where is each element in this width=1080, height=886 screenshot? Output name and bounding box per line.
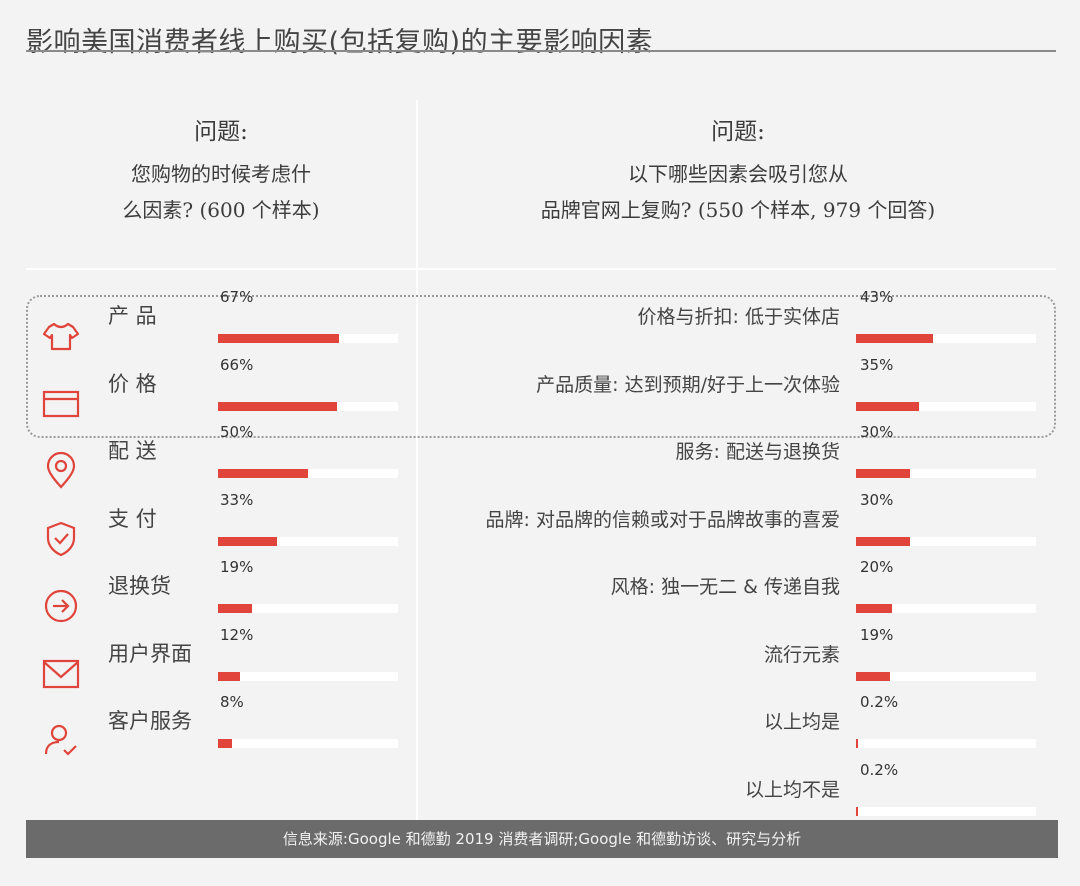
left-question: 问题: 您购物的时候考虑什 么因素? (600 个样本) xyxy=(26,112,416,228)
left-data-label: 67% xyxy=(220,288,254,306)
envelope-icon xyxy=(40,653,82,695)
left-data-label: 12% xyxy=(220,625,254,644)
left-factor-label: 用户界面 xyxy=(108,641,192,666)
source-footer: 信息来源:Google 和德勤 2019 消费者调研;Google 和德勤访谈、… xyxy=(26,820,1058,858)
left-factor-label: 退换货 xyxy=(108,574,171,598)
column-divider xyxy=(416,100,418,822)
right-bar-track xyxy=(856,401,1036,411)
left-factor-label: 价 格 xyxy=(108,371,157,396)
left-bar-track xyxy=(218,536,398,546)
left-bar-track xyxy=(218,401,398,411)
shield-check-icon xyxy=(40,518,82,560)
right-data-label: 35% xyxy=(860,355,894,374)
left-data-label: 19% xyxy=(220,558,254,576)
right-bar xyxy=(856,671,891,681)
tshirt-icon xyxy=(40,315,82,357)
right-data-label: 30% xyxy=(860,423,894,441)
left-bar xyxy=(218,739,233,748)
left-bar-track xyxy=(218,739,398,748)
right-data-label: 0.2% xyxy=(860,760,899,779)
left-bar xyxy=(218,671,240,681)
left-bar xyxy=(218,469,308,478)
right-bar-track xyxy=(856,536,1036,546)
left-question-line2: 么因素? (600 个样本) xyxy=(122,198,320,222)
left-bar-track xyxy=(218,334,398,343)
left-bar xyxy=(218,334,339,343)
right-factor-label: 流行元素 xyxy=(763,643,840,666)
left-bar xyxy=(218,401,337,411)
header-divider xyxy=(26,268,1056,270)
right-question: 问题: 以下哪些因素会吸引您从 品牌官网上复购? (550 个样本, 979 个… xyxy=(418,112,1058,228)
left-bar-track xyxy=(218,604,398,613)
user-check-icon xyxy=(40,720,82,762)
left-factor-label: 产 品 xyxy=(108,304,157,328)
right-bar xyxy=(856,806,858,816)
right-factor-label: 品牌: 对品牌的信赖或对于品牌故事的喜爱 xyxy=(485,508,840,531)
left-data-label: 66% xyxy=(220,355,254,374)
left-bar-track xyxy=(218,671,398,681)
right-bar-track xyxy=(856,806,1036,816)
left-factor-label: 支 付 xyxy=(108,506,157,531)
left-question-label: 问题: xyxy=(194,119,248,145)
right-factor-label: 产品质量: 达到预期/好于上一次体验 xyxy=(536,373,840,396)
right-bar xyxy=(856,401,919,411)
right-question-line2: 品牌官网上复购? (550 个样本, 979 个回答) xyxy=(540,198,936,222)
right-data-label: 43% xyxy=(860,288,894,306)
left-bar xyxy=(218,604,253,613)
chart-title: 影响美国消费者线上购买(包括复购)的主要影响因素 xyxy=(26,27,654,58)
right-data-label: 0.2% xyxy=(860,693,899,711)
left-factor-label: 客户服务 xyxy=(108,709,192,733)
right-bar-track xyxy=(856,671,1036,681)
left-factor-label: 配 送 xyxy=(108,439,157,463)
right-data-label: 20% xyxy=(860,558,894,576)
left-bar-track xyxy=(218,469,398,478)
top-factors-highlight xyxy=(26,295,1056,438)
right-bar xyxy=(856,604,892,613)
left-bar xyxy=(218,536,278,546)
location-pin-icon xyxy=(40,450,82,492)
right-question-label: 问题: xyxy=(711,119,765,145)
right-data-label: 30% xyxy=(860,490,894,509)
right-data-label: 19% xyxy=(860,625,894,644)
left-data-label: 8% xyxy=(220,693,244,711)
right-bar xyxy=(856,334,934,343)
left-data-label: 33% xyxy=(220,490,254,509)
left-data-label: 50% xyxy=(220,423,254,441)
right-factor-label: 以上均不是 xyxy=(744,778,840,801)
right-bar xyxy=(856,469,910,478)
right-bar-track xyxy=(856,334,1036,343)
left-question-line1: 您购物的时候考虑什 xyxy=(131,162,311,186)
right-factor-label: 以上均是 xyxy=(763,711,840,733)
right-factor-label: 风格: 独一无二 & 传递自我 xyxy=(610,576,840,598)
right-factor-label: 服务: 配送与退换货 xyxy=(675,441,840,463)
right-bar xyxy=(856,739,858,748)
credit-card-icon xyxy=(40,383,82,425)
right-question-line1: 以下哪些因素会吸引您从 xyxy=(628,162,848,186)
right-factor-label: 价格与折扣: 低于实体店 xyxy=(637,306,840,328)
right-bar-track xyxy=(856,469,1036,478)
right-bar-track xyxy=(856,739,1036,748)
right-bar xyxy=(856,536,910,546)
arrow-circle-icon xyxy=(40,585,82,627)
right-bar-track xyxy=(856,604,1036,613)
title-underline xyxy=(26,50,1056,52)
